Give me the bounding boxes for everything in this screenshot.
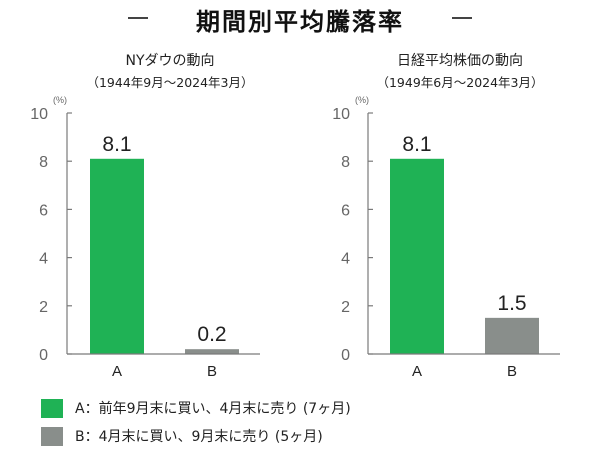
legend-swatch-a [41, 398, 63, 418]
chart1-y-tick-label-0: 0 [39, 347, 48, 364]
chart1-value-label-a: 8.1 [102, 133, 131, 156]
chart1-y-tick-label-10: 10 [30, 106, 48, 123]
title-dash-right [452, 17, 472, 19]
legend-swatch-b [41, 426, 63, 446]
chart2-y-tick-label-8: 8 [341, 154, 350, 171]
chart2-value-label-b: 1.5 [497, 292, 526, 315]
legend-item-b: B：4月末に買い、9月末に売り (5ヶ月) [41, 426, 323, 446]
main-title: 期間別平均騰落率 [196, 7, 404, 36]
charts-svg: (%) 0 2 4 6 8 10 8.1 A 0.2 B (%) 0 2 4 6 8 10 8.1 A 1.5 B [30, 95, 560, 380]
chart1-y-tick-label-2: 2 [39, 299, 48, 316]
chart1-bar-b [185, 349, 239, 354]
chart1-value-label-b: 0.2 [197, 323, 226, 346]
chart2-value-label-a: 8.1 [402, 133, 431, 156]
chart1-y-tick-label-6: 6 [39, 202, 48, 219]
chart1-y-tick-label-4: 4 [39, 251, 48, 268]
chart1-y-tick-label-8: 8 [39, 154, 48, 171]
title-dash-left [128, 17, 148, 19]
legend-text-a: A：前年9月末に買い、4月末に売り (7ヶ月) [75, 401, 351, 417]
chart2-bar-b [485, 317, 539, 354]
chart2-x-label-a: A [412, 363, 422, 380]
legend-item-a: A：前年9月末に買い、4月末に売り (7ヶ月) [41, 398, 351, 418]
chart1-title: NYダウの動向 [125, 53, 215, 69]
chart2-y-tick-label-10: 10 [332, 106, 350, 123]
chart2-bar-a [390, 158, 444, 354]
legend-text-b: B：4月末に買い、9月末に売り (5ヶ月) [75, 429, 323, 445]
chart2-y-tick-label-0: 0 [341, 347, 350, 364]
chart2-y-tick-label-2: 2 [341, 299, 350, 316]
chart1-bar-a [90, 158, 144, 354]
chart2-title: 日経平均株価の動向 [397, 53, 523, 69]
chart1-subtitle: （1944年9月～2024年3月） [86, 75, 254, 90]
chart2-unit-label: (%) [355, 95, 369, 105]
chart2-x-label-b: B [507, 363, 517, 380]
chart2-y-tick-label-6: 6 [341, 202, 350, 219]
chart2-y-tick-label-4: 4 [341, 251, 350, 268]
chart1-unit-label: (%) [53, 95, 67, 105]
chart1-x-label-b: B [207, 363, 217, 380]
chart2-subtitle: （1949年6月～2024年3月） [376, 75, 544, 90]
chart1-x-label-a: A [112, 363, 122, 380]
